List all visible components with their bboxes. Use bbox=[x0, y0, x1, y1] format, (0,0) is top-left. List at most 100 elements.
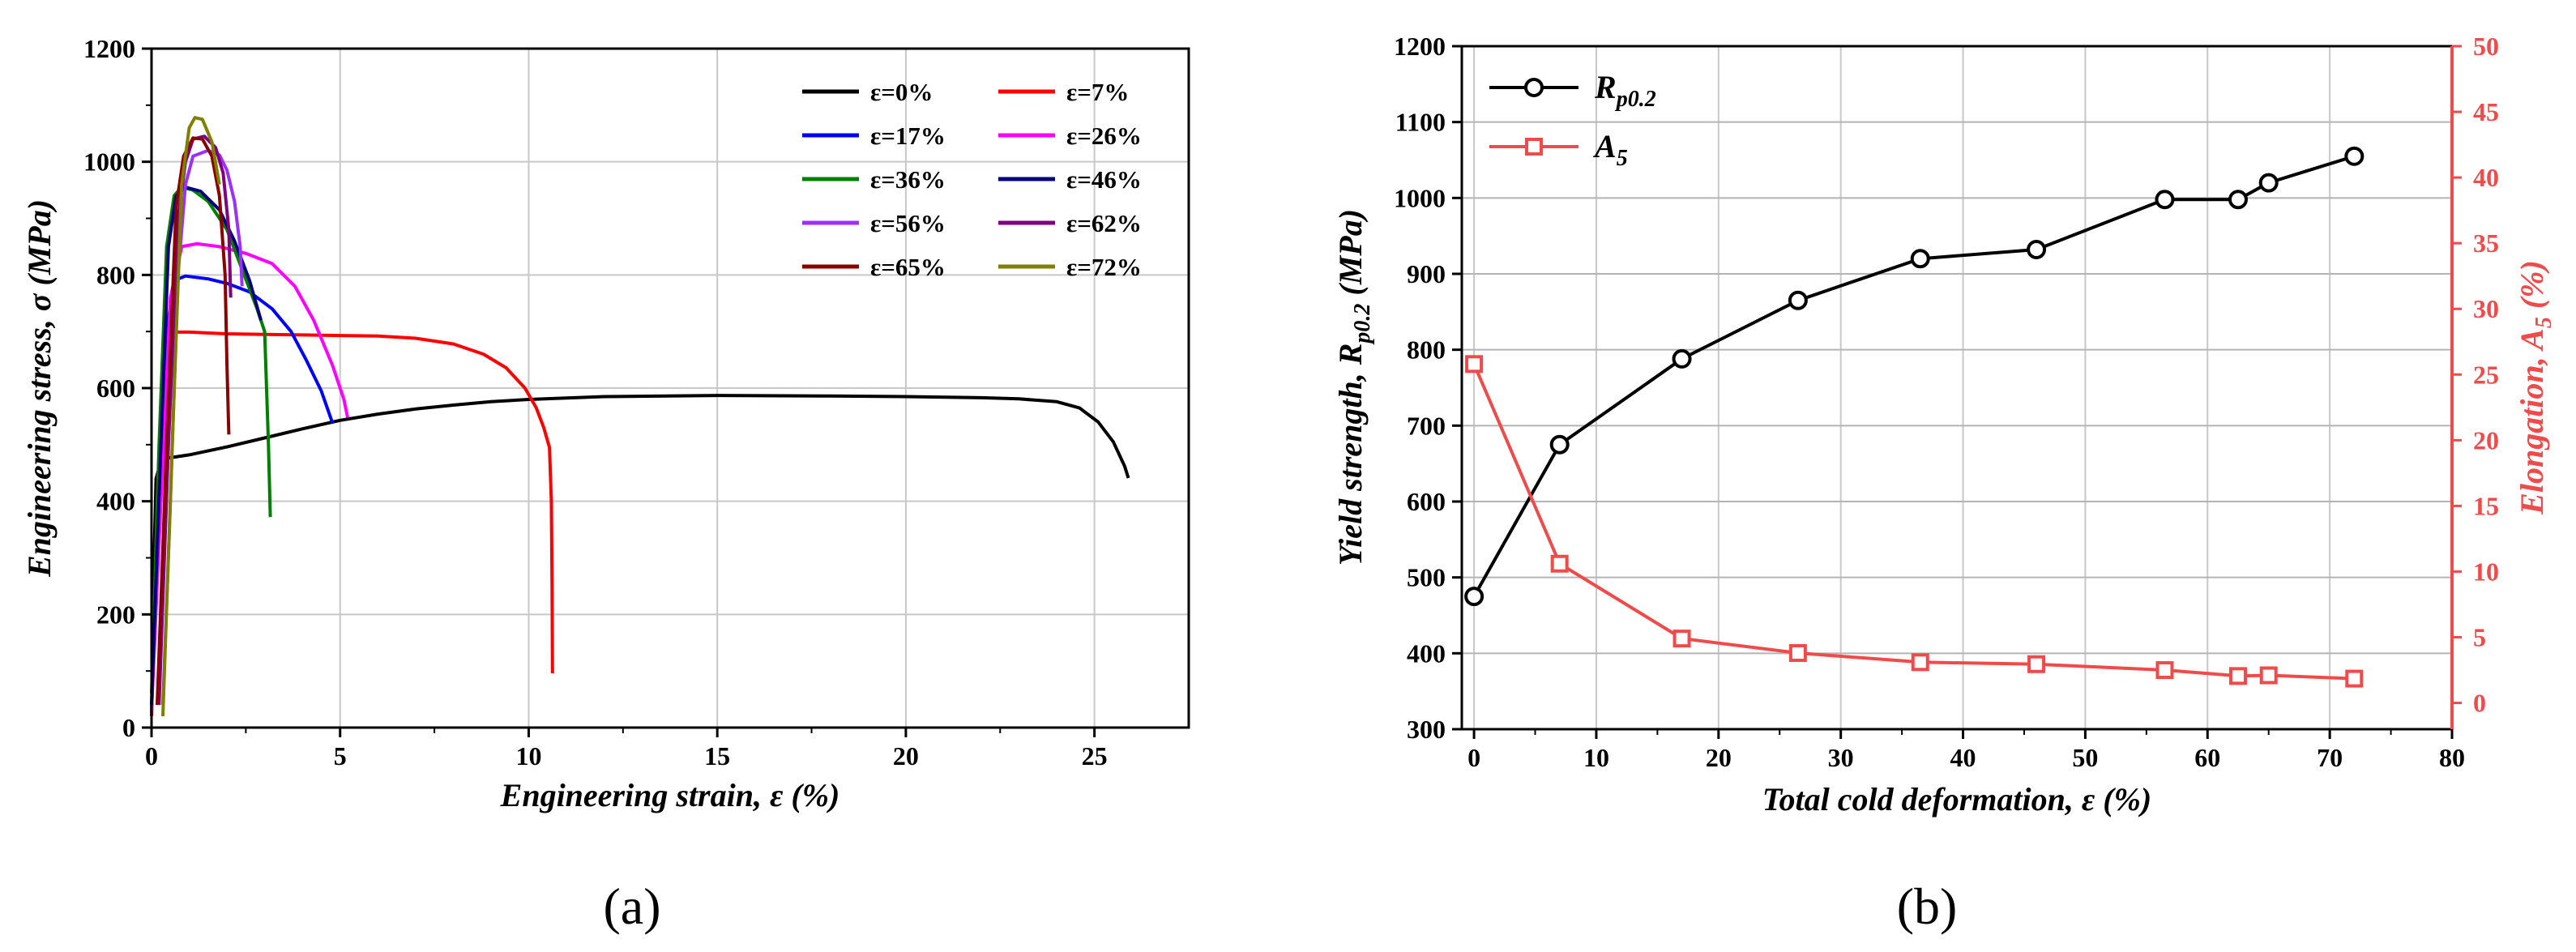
chart-b-y-right-tick-label: 40 bbox=[2473, 163, 2499, 192]
chart-a-series-line-8 bbox=[156, 136, 231, 706]
chart-a-legend-label: ε=36% bbox=[870, 165, 946, 194]
ylabel-right-unit: (%) bbox=[2514, 260, 2550, 317]
chart-b-marker-square bbox=[2259, 666, 2278, 685]
chart-b-y-left-tick-label: 900 bbox=[1407, 259, 1446, 288]
chart-b-marker-square bbox=[2345, 669, 2364, 688]
legend-main: R bbox=[1594, 69, 1617, 105]
chart-b-plot-area bbox=[1462, 46, 2452, 729]
chart-a-legend-label: ε=26% bbox=[1066, 122, 1142, 150]
chart-b-y-right-tick-label: 30 bbox=[2473, 294, 2499, 323]
ylabel-right-main: Elongation, A bbox=[2514, 328, 2550, 515]
chart-a-x-tick-label: 0 bbox=[145, 741, 158, 771]
chart-a-y-tick-label: 0 bbox=[122, 713, 135, 742]
chart-a-legend-label: ε=46% bbox=[1066, 165, 1142, 194]
chart-a-legend-label: ε=56% bbox=[870, 209, 946, 237]
chart-b-marker-square bbox=[1672, 630, 1691, 648]
chart-a-x-tick-label: 25 bbox=[1082, 741, 1108, 771]
chart-b-y-left-tick-label: 700 bbox=[1407, 411, 1446, 440]
chart-b-marker-square bbox=[2155, 661, 2174, 680]
chart-a-series-line-9 bbox=[161, 116, 221, 717]
chart-a-y-tick-label: 200 bbox=[96, 600, 135, 629]
chart-b-x-tick-label: 50 bbox=[2072, 743, 2098, 772]
legend-sub: 5 bbox=[1617, 146, 1628, 171]
chart-a-x-tick-label: 10 bbox=[515, 741, 541, 771]
chart-a-y-tick-label: 1200 bbox=[83, 34, 135, 63]
chart-b-y-right-tick-label: 35 bbox=[2473, 228, 2499, 258]
chart-b-series-group bbox=[1464, 146, 2365, 688]
chart-b-marker-circle bbox=[1549, 434, 1570, 455]
chart-b-y-left-tick-label: 500 bbox=[1407, 563, 1446, 592]
chart-b-marker-circle bbox=[2258, 173, 2279, 193]
chart-b-legend-label: A5 bbox=[1592, 128, 1628, 171]
chart-b-marker-circle bbox=[1788, 290, 1808, 310]
chart-b-y-right-tick-label: 5 bbox=[2473, 623, 2486, 652]
chart-a-series-line-3 bbox=[150, 241, 349, 711]
chart-b-x-tick-label: 0 bbox=[1467, 743, 1480, 772]
panel-label-a: (a) bbox=[603, 877, 660, 935]
chart-b-y-right-tick-label: 25 bbox=[2473, 360, 2499, 389]
chart-a-x-tick-label: 15 bbox=[704, 741, 730, 771]
chart-b-marker-square bbox=[2027, 655, 2046, 673]
chart-b-gridlines bbox=[1462, 46, 2452, 729]
chart-b-marker-circle bbox=[2027, 240, 2047, 260]
chart-a-legend-label: ε=0% bbox=[870, 78, 933, 106]
chart-b-legend: Rp0.2 A5 bbox=[1489, 69, 1656, 171]
chart-a-x-tick-label: 5 bbox=[334, 741, 347, 771]
chart-b-x-tick-label: 70 bbox=[2317, 743, 2343, 772]
chart-b-y-left-tick-label: 1100 bbox=[1395, 108, 1446, 137]
ylabel-left-main: Yield strength, R bbox=[1332, 344, 1369, 566]
legend-sub: p0.2 bbox=[1615, 87, 1656, 112]
chart-b-x-tick-label: 80 bbox=[2439, 743, 2465, 772]
chart-b-y-right-tick-label: 50 bbox=[2473, 32, 2499, 61]
chart-b-y-left-tick-label: 1200 bbox=[1394, 32, 1446, 61]
chart-b-y-left-tick-label: 1000 bbox=[1394, 183, 1446, 212]
chart-b-marker-square bbox=[1550, 554, 1569, 573]
chart-b-y-left-tick-label: 300 bbox=[1407, 715, 1446, 744]
chart-b-y-right-tick-label: 0 bbox=[2473, 689, 2486, 718]
chart-b-y-left-tick-label: 400 bbox=[1407, 638, 1446, 668]
chart-b-y-axis-title-right: Elongation, A5 (%) bbox=[2514, 260, 2557, 515]
chart-a-series-line-0 bbox=[150, 394, 1130, 717]
chart-a-series-line-4 bbox=[150, 186, 272, 694]
ylabel-right-sub: 5 bbox=[2531, 317, 2557, 328]
chart-b-y-right-tick-label: 20 bbox=[2473, 425, 2499, 455]
chart-b-y-axis-title-left: Yield strength, Rp0.2 (MPa) bbox=[1332, 209, 1375, 566]
chart-b-marker-square bbox=[1465, 355, 1484, 374]
panel-label-b: (b) bbox=[1897, 877, 1958, 935]
chart-a-y-tick-label: 400 bbox=[96, 487, 135, 516]
chart-a-legend-label: ε=17% bbox=[870, 122, 946, 150]
legend-main: A bbox=[1592, 128, 1617, 164]
chart-a-x-tick-label: 20 bbox=[893, 741, 919, 771]
ylabel-left-unit: (MPa) bbox=[1332, 209, 1369, 304]
chart-b-marker-square bbox=[1911, 653, 1929, 672]
chart-b-y-left-tick-label: 600 bbox=[1407, 487, 1446, 516]
chart-b-x-tick-label: 60 bbox=[2194, 743, 2220, 772]
ylabel-left-sub: p0.2 bbox=[1350, 304, 1375, 345]
chart-a-gridlines bbox=[152, 49, 1189, 728]
chart-a-y-axis-title: Engineering stress, σ (MPa) bbox=[21, 199, 58, 578]
chart-b-x-tick-label: 30 bbox=[1828, 743, 1854, 772]
chart-b-y-left-tick-label: 800 bbox=[1407, 335, 1446, 365]
chart-b-x-tick-label: 20 bbox=[1706, 743, 1732, 772]
chart-b-y-right-tick-label: 45 bbox=[2473, 97, 2499, 126]
chart-b-x-axis-title: Total cold deformation, ε (%) bbox=[1762, 781, 2151, 818]
chart-a-ticks: 0 5 10 15 20 25 0 200 400 600 800 1000 1200 bbox=[83, 34, 1108, 771]
chart-a-legend-label: ε=65% bbox=[870, 253, 946, 281]
chart-b-y-right-tick-label: 10 bbox=[2473, 557, 2499, 586]
chart-b-marker-circle bbox=[2155, 190, 2175, 210]
chart-b-yield-elongation: 0 10 20 30 40 50 60 70 8030040050060070080090010… bbox=[1332, 32, 2557, 935]
chart-a-legend-label: ε=62% bbox=[1066, 209, 1142, 237]
chart-b-series-line-1 bbox=[1472, 363, 2355, 681]
chart-a-series-group bbox=[150, 116, 1130, 717]
chart-a-legend-label: ε=7% bbox=[1066, 78, 1129, 106]
chart-a-legend-label: ε=72% bbox=[1066, 253, 1142, 281]
chart-b-legend-marker bbox=[1525, 138, 1543, 156]
chart-b-marker-circle bbox=[1464, 587, 1485, 607]
chart-b-marker-circle bbox=[2344, 146, 2365, 166]
chart-a-y-tick-label: 1000 bbox=[83, 147, 135, 177]
chart-b-marker-circle bbox=[1672, 348, 1692, 369]
chart-a-y-tick-label: 600 bbox=[96, 374, 135, 403]
chart-a-x-axis-title: Engineering strain, ε (%) bbox=[500, 777, 840, 813]
chart-b-legend-marker bbox=[1524, 78, 1544, 97]
